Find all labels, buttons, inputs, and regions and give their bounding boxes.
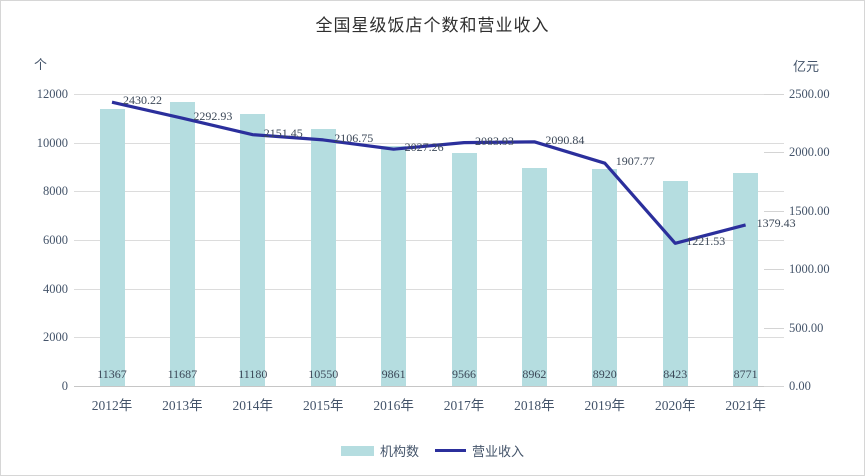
bar	[310, 129, 336, 386]
line-value-label: 1221.53	[686, 234, 726, 249]
right-axis-tick-mark	[764, 210, 784, 212]
right-axis-tick-mark	[764, 327, 784, 329]
right-axis-tick-label: 500.00	[789, 320, 824, 335]
bar-value-label: 11180	[238, 367, 268, 381]
bar	[451, 153, 477, 386]
bar	[521, 167, 547, 386]
right-axis-tick-label: 2000.00	[789, 145, 830, 160]
x-axis-label: 2013年	[162, 398, 203, 413]
x-axis-label: 2014年	[232, 398, 274, 413]
bar	[381, 146, 407, 386]
bar-value-label: 9861	[381, 367, 406, 381]
line-value-label: 2090.84	[545, 132, 585, 147]
line-value-label: 2027.26	[404, 140, 444, 155]
bar	[662, 181, 688, 386]
left-axis-tick-label: 2000	[43, 330, 68, 345]
gridline	[74, 337, 784, 339]
legend-item-line-series: 营业收入	[435, 441, 524, 460]
bar-value-label: 8920	[592, 367, 617, 381]
bar	[169, 101, 195, 386]
x-axis-label: 2018年	[514, 398, 555, 413]
right-axis-tick-label: 1500.00	[789, 203, 830, 218]
left-axis-tick-label: 10000	[36, 135, 68, 150]
right-axis-tick-mark	[764, 386, 784, 387]
legend: 机构数 营业收入	[1, 441, 864, 460]
x-axis-label: 2021年	[725, 398, 766, 413]
gridline	[74, 94, 784, 95]
line-value-label: 1379.43	[756, 215, 796, 230]
right-axis-tick-label: 0.00	[789, 379, 811, 393]
right-axis-tick-mark	[764, 152, 784, 154]
bar-value-label: 9566	[452, 367, 476, 381]
left-axis-tick-label: 12000	[36, 87, 68, 101]
line-series-swatch-icon	[435, 449, 466, 452]
right-axis-tick-mark	[764, 269, 784, 271]
left-axis-unit-label: 个	[34, 57, 48, 72]
legend-label-bar-series: 机构数	[379, 444, 419, 459]
line-value-label: 2151.45	[263, 125, 303, 140]
x-axis-label: 2020年	[654, 398, 696, 413]
line-value-label: 2106.75	[334, 130, 374, 145]
line-value-label: 1907.77	[615, 154, 655, 169]
left-axis-tick-label: 8000	[43, 184, 68, 199]
x-axis-line	[74, 386, 784, 387]
right-axis-tick-label: 2500.00	[789, 87, 830, 101]
bar	[592, 168, 618, 386]
bar-value-label: 8771	[733, 367, 758, 381]
left-axis-tick-label: 4000	[43, 281, 68, 296]
right-axis-unit-label: 亿元	[793, 59, 820, 74]
bar-value-label: 10550	[308, 367, 339, 381]
chart-title: 全国星级饭店个数和营业收入	[315, 16, 550, 35]
bar	[733, 172, 759, 386]
line-value-label: 2083.93	[475, 133, 514, 148]
x-axis-label: 2015年	[302, 398, 344, 413]
right-axis-tick-label: 1000.00	[789, 262, 830, 277]
x-axis-label: 2012年	[91, 398, 133, 413]
bar-value-label: 11367	[97, 367, 127, 381]
bar-value-label: 11687	[167, 367, 198, 381]
legend-label-line-series: 营业收入	[472, 444, 525, 459]
legend-item-bar-series: 机构数	[340, 441, 419, 460]
bar	[240, 114, 266, 386]
bar	[99, 109, 125, 386]
x-axis-label: 2016年	[373, 398, 414, 413]
line-value-label: 2430.22	[123, 93, 162, 108]
line-value-label: 2292.93	[193, 109, 233, 124]
bar-value-label: 8423	[663, 367, 688, 381]
x-axis-label: 2019年	[584, 398, 626, 413]
x-axis-label: 2017年	[443, 398, 485, 413]
left-axis-tick-label: 6000	[43, 233, 68, 247]
left-axis-tick-label: 0	[61, 379, 68, 393]
gridline	[74, 288, 784, 290]
bar-series-swatch-icon	[340, 445, 374, 456]
bar-value-label: 8962	[522, 367, 547, 381]
right-axis-tick-mark	[764, 94, 784, 95]
